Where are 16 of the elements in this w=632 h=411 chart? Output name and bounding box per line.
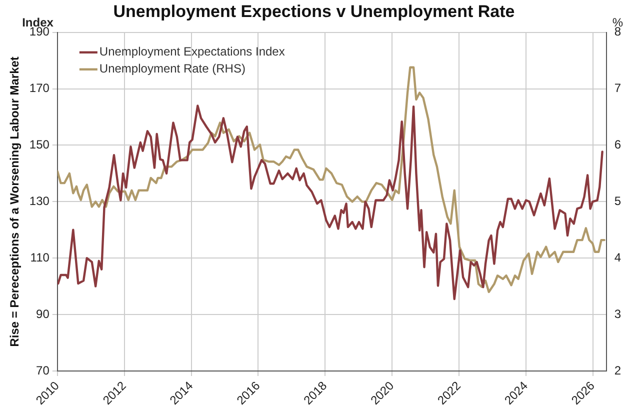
y-tick-label: 110 [30, 250, 50, 264]
y-tick-label: 150 [29, 138, 50, 152]
y2-tick-label: 7 [614, 81, 622, 96]
y2-tick-label: 3 [614, 306, 622, 321]
legend-label: Unemployment Expectations Index [99, 44, 285, 59]
y2-tick-label: 6 [614, 138, 622, 152]
y2-tick-label: 2 [614, 363, 622, 378]
y2-tick-label: 4 [614, 250, 622, 264]
y-tick-label: 130 [29, 194, 50, 208]
legend-label: Unemployment Rate (RHS) [99, 62, 246, 76]
y2-tick-label: 5 [614, 194, 622, 208]
y-tick-label: 90 [36, 306, 50, 321]
y-tick-label: 70 [36, 363, 50, 378]
chart-title: Unemployment Expections v Unemployment Rate [113, 2, 515, 21]
y-tick-label: 170 [29, 81, 50, 96]
y-axis-title: Rise = Pereceptions of a Worsening Labour Market [8, 56, 22, 347]
